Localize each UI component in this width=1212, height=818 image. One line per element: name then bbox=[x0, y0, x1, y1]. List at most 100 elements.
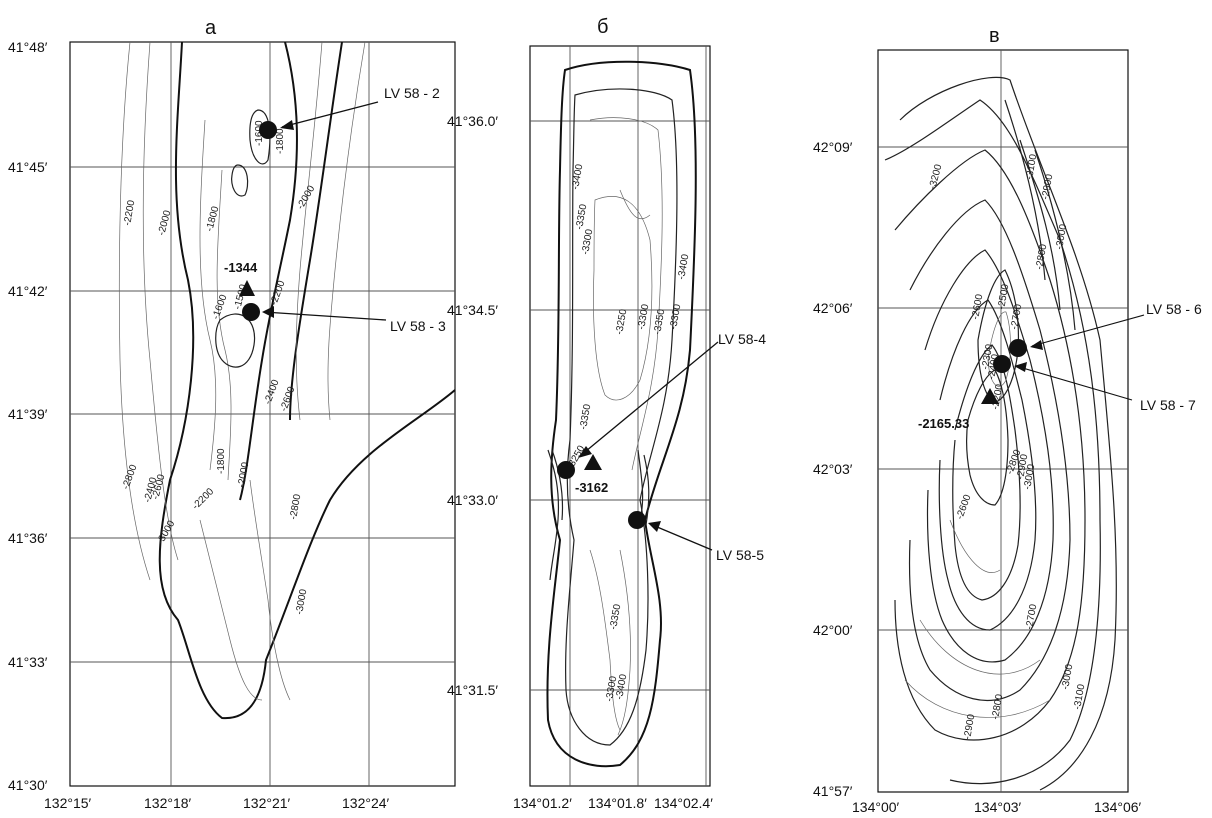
station-marker bbox=[242, 303, 260, 321]
panel-b-frame bbox=[529, 45, 711, 787]
contour-label: -3000 bbox=[1022, 463, 1037, 491]
lon-label: 134°03′ bbox=[974, 799, 1022, 815]
lon-label: 132°15′ bbox=[44, 795, 92, 811]
lat-label: 41°33′ bbox=[8, 654, 48, 670]
lat-label: 41°30′ bbox=[8, 777, 48, 793]
contour-label: -2800 bbox=[288, 493, 303, 521]
contour-label: -2000 bbox=[236, 461, 251, 489]
lon-label: 134°02.4′ bbox=[654, 795, 713, 811]
panel-c-title: в bbox=[989, 25, 1000, 47]
contour-label: -2700 bbox=[1009, 303, 1024, 331]
station-label: LV 58 - 2 bbox=[384, 85, 440, 101]
peak-depth-label: -2165.33 bbox=[918, 416, 969, 431]
contour-label: -3350 bbox=[574, 203, 589, 231]
panel-b: б 41°36.0′ 41°34.5′ 41°33.0′ 41°31.5′ 13… bbox=[447, 16, 766, 811]
contour-label: -2600 bbox=[278, 385, 297, 413]
lat-label: 42°03′ bbox=[813, 461, 853, 477]
contour-label: -2200 bbox=[122, 199, 137, 227]
contour-label: -3000 bbox=[155, 518, 178, 546]
contour-label: -2300 bbox=[980, 343, 995, 371]
contour-label: -2700 bbox=[1024, 603, 1039, 631]
contour-label: -3350 bbox=[608, 603, 623, 631]
contour-label: -1600 bbox=[254, 120, 265, 146]
contour-label: -2400 bbox=[262, 378, 281, 406]
contour-label: -3000 bbox=[1060, 663, 1075, 691]
contour-label: -3300 bbox=[668, 303, 683, 331]
station-marker bbox=[628, 511, 646, 529]
lat-label: 41°57′ bbox=[813, 783, 853, 799]
station-label: LV 58 - 3 bbox=[390, 318, 446, 334]
contour-label: -2500 bbox=[996, 283, 1011, 311]
contour-line bbox=[158, 41, 456, 720]
contour-label: -3400 bbox=[676, 253, 691, 281]
contour-label: -1800 bbox=[275, 128, 286, 154]
station-label: LV 58 - 7 bbox=[1140, 397, 1196, 413]
contour-label: -3000 bbox=[1054, 223, 1069, 251]
contour-label: -3250 bbox=[614, 308, 629, 336]
contour-label: -2000 bbox=[295, 183, 318, 211]
lon-label: 134°00′ bbox=[852, 799, 900, 815]
contour-label: -3300 bbox=[636, 303, 651, 331]
contour-line bbox=[546, 60, 697, 768]
lat-label: 41°31.5′ bbox=[447, 682, 498, 698]
lat-label: 42°00′ bbox=[813, 622, 853, 638]
lat-label: 41°39′ bbox=[8, 406, 48, 422]
contour-label: -2800 bbox=[990, 693, 1005, 721]
lon-label: 132°18′ bbox=[144, 795, 192, 811]
lon-label: 134°01.8′ bbox=[588, 795, 647, 811]
contour-label: -3100 bbox=[1072, 683, 1087, 711]
panel-a: а 41°48′ 41°45′ 41°42′ 41°39′ 41°36′ 41°… bbox=[8, 17, 456, 811]
lon-label: 134°06′ bbox=[1094, 799, 1142, 815]
lat-label: 41°45′ bbox=[8, 159, 48, 175]
contour-label: -3300 bbox=[580, 228, 595, 256]
lon-label: 132°24′ bbox=[342, 795, 390, 811]
lat-label: 41°42′ bbox=[8, 283, 48, 299]
contour-label: -3400 bbox=[614, 673, 629, 701]
panel-a-title: а bbox=[205, 17, 217, 39]
contour-line bbox=[899, 76, 1117, 791]
contour-label: -2900 bbox=[1015, 453, 1030, 481]
contour-label: -3350 bbox=[578, 403, 593, 431]
panel-b-title: б bbox=[597, 16, 608, 38]
contour-label: -3350 bbox=[652, 308, 667, 336]
station-label: LV 58-5 bbox=[716, 547, 764, 563]
contour-label: -2900 bbox=[962, 713, 977, 741]
lat-label: 41°36.0′ bbox=[447, 113, 498, 129]
summit-triangle-marker bbox=[584, 454, 602, 470]
lat-label: 41°33.0′ bbox=[447, 492, 498, 508]
contour-label: -2800 bbox=[120, 463, 139, 491]
contour-label: -1600 bbox=[210, 293, 229, 321]
lat-label: 41°48′ bbox=[8, 39, 48, 55]
panel-c-frame bbox=[877, 49, 1129, 793]
contour-label: -2600 bbox=[970, 293, 985, 321]
contour-label: -3100 bbox=[1024, 153, 1039, 181]
station-label: LV 58-4 bbox=[718, 331, 766, 347]
station-label: LV 58 - 6 bbox=[1146, 301, 1202, 317]
peak-depth-label: -3162 bbox=[575, 480, 608, 495]
panel-c: в 42°09′ 42°06′ 42°03′ 42°00′ 41°57′ 134… bbox=[813, 25, 1202, 815]
lat-label: 41°36′ bbox=[8, 530, 48, 546]
summit-triangle-marker bbox=[239, 280, 255, 296]
station-marker bbox=[1009, 339, 1027, 357]
contour-label: -2900 bbox=[1040, 173, 1055, 201]
station-marker bbox=[557, 461, 575, 479]
contour-label: -3200 bbox=[927, 163, 944, 191]
contour-label: -3400 bbox=[570, 163, 585, 191]
station-marker bbox=[259, 121, 277, 139]
contour-label: -2200 bbox=[190, 486, 216, 512]
contour-label: -2600 bbox=[954, 493, 973, 521]
lat-label: 42°09′ bbox=[813, 139, 853, 155]
contour-label: -2600 bbox=[150, 473, 167, 501]
contour-label: -3000 bbox=[294, 588, 309, 616]
lon-label: 134°01.2′ bbox=[513, 795, 572, 811]
contour-label: -2200 bbox=[268, 279, 287, 307]
station-marker bbox=[993, 355, 1011, 373]
lon-label: 132°21′ bbox=[243, 795, 291, 811]
lat-label: 41°34.5′ bbox=[447, 302, 498, 318]
peak-depth-label: -1344 bbox=[224, 260, 258, 275]
contour-label: -1800 bbox=[216, 448, 227, 474]
contour-label: -3300 bbox=[604, 675, 619, 703]
summit-triangle-marker bbox=[981, 388, 999, 404]
lat-label: 42°06′ bbox=[813, 300, 853, 316]
